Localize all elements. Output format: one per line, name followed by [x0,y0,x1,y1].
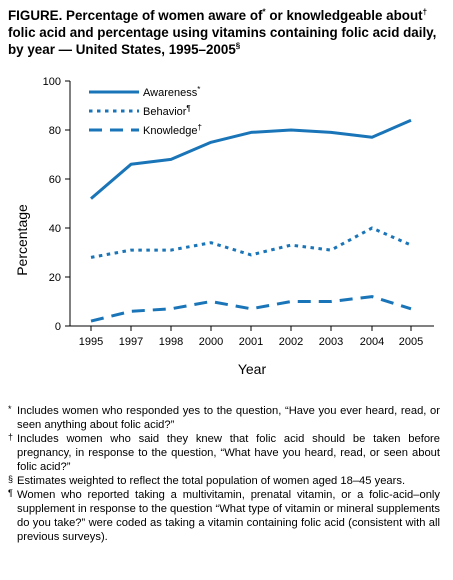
y-tick-label: 20 [49,272,61,284]
series-behavior-line [90,226,412,259]
figure-title: FIGURE. Percentage of women aware of* or… [8,7,448,58]
x-tick-label: 2004 [360,336,384,348]
x-tick-label: 2002 [279,336,303,348]
footnote-symbol: § [8,474,14,484]
legend-label-behavior: Behavior¶ [143,104,191,118]
y-tick-label: 100 [43,76,61,88]
footnote: ¶ Women who reported taking a multivitami… [8,488,440,544]
x-axis-label: Year [238,361,267,377]
x-tick-label: 2000 [199,336,223,348]
y-axis-label: Percentage [14,204,30,276]
x-tick-label: 1997 [119,336,143,348]
footnotes: * Includes women who responded yes to the… [8,404,440,544]
title-mark-1: * [262,7,266,17]
x-tick-label: 2005 [399,336,423,348]
chart-legend: Awareness* Behavior¶ Knowledge† [89,85,202,137]
footnote-symbol: ¶ [8,488,13,498]
x-tick-label: 2003 [319,336,343,348]
legend-mark: ¶ [186,104,190,113]
x-tick-label: 2001 [239,336,263,348]
title-text-2: or knowledgeable about [265,8,423,23]
legend-mark: † [197,123,201,132]
y-tick-label: 80 [49,125,61,137]
chart-series [90,118,412,323]
legend-label-knowledge: Knowledge† [143,123,202,137]
footnote-text: Includes women who said they knew that f… [17,433,440,473]
series-awareness-line [90,118,412,200]
footnote-text: Estimates weighted to reflect the total … [17,475,406,487]
title-mark-3: § [235,41,241,51]
line-chart: 0 20 40 60 80 100 1995 1997 1998 2000 2001 2002 2003… [14,76,434,377]
title-text-3: folic acid and percentage using vitamins… [8,25,437,57]
x-tick-label: 1995 [79,336,103,348]
chart-axes: 0 20 40 60 80 100 1995 1997 1998 2000 2001 2002 2003… [43,76,434,348]
footnote: * Includes women who responded yes to the… [8,404,440,432]
footnote-text: Women who reported taking a multivitamin… [17,489,440,543]
title-text-1: FIGURE. Percentage of women aware of [8,8,263,23]
x-tick-label: 1998 [159,336,183,348]
footnote-text: Includes women who responded yes to the … [17,405,440,431]
y-tick-label: 0 [55,321,61,333]
footnote-symbol: * [8,404,12,414]
series-knowledge-line [90,295,412,323]
legend-mark: * [197,85,200,94]
y-tick-label: 60 [49,174,61,186]
title-mark-2: † [422,7,428,17]
y-tick-label: 40 [49,223,61,235]
footnote-symbol: † [8,432,14,442]
legend-label-awareness: Awareness* [143,85,200,99]
footnote: † Includes women who said they knew that … [8,432,440,474]
footnote: § Estimates weighted to reflect the total… [8,474,440,488]
